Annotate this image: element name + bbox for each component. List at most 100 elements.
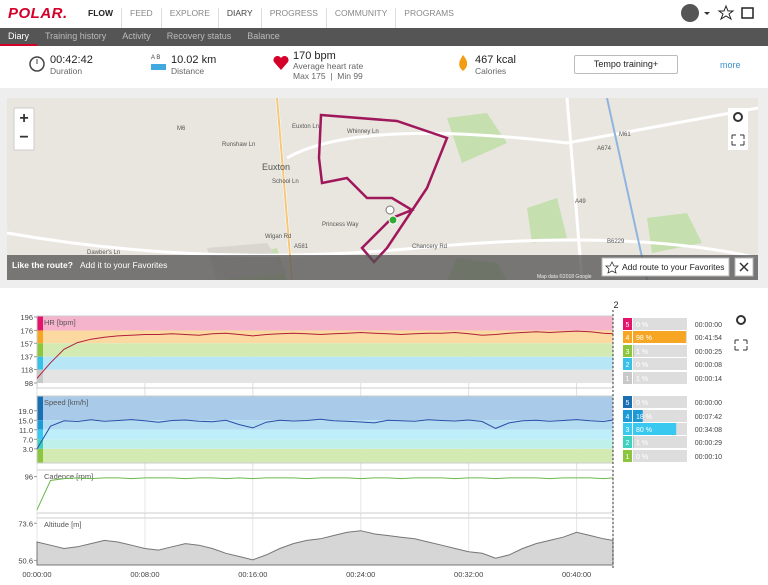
zoom-controls[interactable] — [13, 107, 35, 151]
map-attribution: Map data ©2018 Google — [537, 273, 592, 280]
zone-percent: 0 % — [636, 400, 648, 407]
zone-number: 3 — [626, 427, 630, 434]
top-nav: POLAR. FLOW FEED EXPLORE DIARY PROGRESS COMMU… — [0, 0, 768, 30]
zone-band — [37, 448, 613, 463]
duration: 00:42:42 — [50, 54, 93, 66]
zone-band — [37, 429, 613, 440]
heart-icon — [273, 55, 289, 70]
y-tick-label: 196 — [20, 313, 33, 322]
zone-number: 4 — [626, 414, 630, 421]
zone-band — [37, 396, 613, 421]
zone-time: 00:41:54 — [695, 335, 722, 342]
zone-number-box — [623, 331, 632, 343]
zone-number: 5 — [626, 400, 630, 407]
nav-item[interactable]: PROGRESS — [260, 8, 326, 28]
route-prompt: Like the route? — [12, 260, 73, 270]
sub-nav-item[interactable]: Recovery status — [166, 31, 232, 41]
x-tick-label: 00:16:00 — [238, 570, 267, 579]
zone-band — [37, 439, 613, 449]
map-label: A674 — [597, 146, 612, 152]
y-tick-label: 98 — [25, 379, 33, 388]
zone-band — [37, 420, 613, 430]
zone-strip — [37, 369, 43, 383]
map-label: Whinney Ln — [347, 129, 379, 135]
zone-strip — [37, 448, 43, 463]
zone-number-box — [623, 358, 632, 370]
zone-bar-bg — [633, 358, 687, 370]
zone-percent: 0 % — [636, 322, 648, 329]
chart-fullscreen[interactable] — [734, 339, 748, 351]
map-label: B6229 — [607, 239, 625, 245]
chart-settings[interactable] — [736, 315, 746, 325]
zone-strip — [37, 316, 43, 331]
map-label: Dawber's Ln — [87, 250, 120, 256]
map-label: Wigan Rd — [265, 234, 291, 240]
zone-number-box — [623, 396, 632, 408]
avatar[interactable] — [681, 4, 699, 22]
duration-label: Duration — [50, 66, 83, 76]
messages-icon[interactable] — [741, 7, 754, 19]
nav-item[interactable]: DIARY — [217, 8, 261, 30]
add-route-label[interactable]: Add route to your Favorites — [622, 262, 725, 272]
map-label: A581 — [294, 244, 309, 250]
sub-nav-item[interactable]: Training history — [45, 31, 107, 41]
zone-number: 3 — [626, 349, 630, 356]
y-tick-label: 19.0 — [18, 407, 33, 416]
nav-item[interactable]: COMMUNITY — [325, 8, 395, 28]
zone-bar-bg — [633, 410, 687, 422]
zone-number-box — [623, 436, 632, 448]
route-prompt-text: Add it to your Favorites — [80, 260, 167, 270]
zone-bar-bg — [633, 396, 687, 408]
distance: 10.02 km — [171, 54, 217, 66]
nav-item[interactable]: PROGRAMS — [395, 8, 462, 28]
panel-title: Altitude [m] — [44, 520, 82, 529]
zone-percent: 1 % — [636, 376, 648, 383]
nav-item[interactable]: FLOW — [88, 8, 114, 18]
zone-bar-bg — [633, 318, 687, 330]
summary-bar: 00:42:42 Duration A B 10.02 km Distance … — [0, 46, 768, 89]
sport-button[interactable]: Tempo training+ — [574, 55, 678, 74]
zone-strip — [37, 343, 43, 357]
zone-percent: 0 % — [636, 362, 648, 369]
zone-percent: 1 % — [636, 349, 648, 356]
map-label: Chancery Rd — [412, 244, 447, 250]
add-route-button[interactable] — [601, 257, 730, 277]
sub-nav-item[interactable]: Activity — [122, 31, 151, 41]
route-map[interactable]: + − Like the route? Add it to your Favor… — [7, 98, 758, 280]
zoom-in[interactable]: + — [19, 110, 28, 127]
zone-strip — [37, 330, 43, 344]
zone-time: 00:00:00 — [695, 322, 722, 329]
panel-title: Cadence [rpm] — [44, 472, 93, 481]
y-tick-label: 50.6 — [18, 556, 33, 565]
y-tick-label: 118 — [21, 366, 33, 375]
zoom-out[interactable]: − — [19, 129, 28, 146]
heart-rate-range: Max 175 | Min 99 — [293, 71, 363, 81]
zone-time: 00:07:42 — [695, 414, 722, 421]
avatar-menu[interactable] — [704, 12, 710, 15]
zone-band — [37, 369, 613, 383]
distance-label: Distance — [171, 66, 205, 76]
duration-icon — [29, 56, 45, 72]
zone-strip — [37, 420, 43, 430]
zone-number: 1 — [626, 376, 630, 383]
y-tick-label: 176 — [20, 326, 33, 335]
zone-time: 00:00:29 — [695, 440, 722, 447]
nav-items: FLOW FEED EXPLORE DIARY PROGRESS COMMUNITY PRO… — [80, 8, 462, 30]
zone-number: 1 — [626, 454, 630, 461]
zone-percent: 80 % — [636, 427, 652, 434]
logo[interactable]: POLAR. — [8, 5, 68, 22]
map-controls[interactable] — [728, 108, 748, 150]
zone-band — [37, 356, 613, 370]
more-link[interactable]: more — [720, 60, 741, 70]
map-label: M6 — [177, 126, 186, 132]
zone-number-box — [623, 450, 632, 462]
y-tick-label: 7.0 — [23, 435, 33, 444]
nav-item[interactable]: EXPLORE — [160, 8, 218, 28]
favorites-icon[interactable] — [717, 4, 735, 21]
sub-nav-item[interactable]: Balance — [247, 31, 280, 41]
nav-item[interactable]: FEED — [121, 8, 161, 28]
y-tick-label: 11.0 — [19, 426, 33, 435]
sub-nav-item[interactable]: Diary — [0, 28, 38, 46]
altitude-area — [36, 530, 614, 566]
